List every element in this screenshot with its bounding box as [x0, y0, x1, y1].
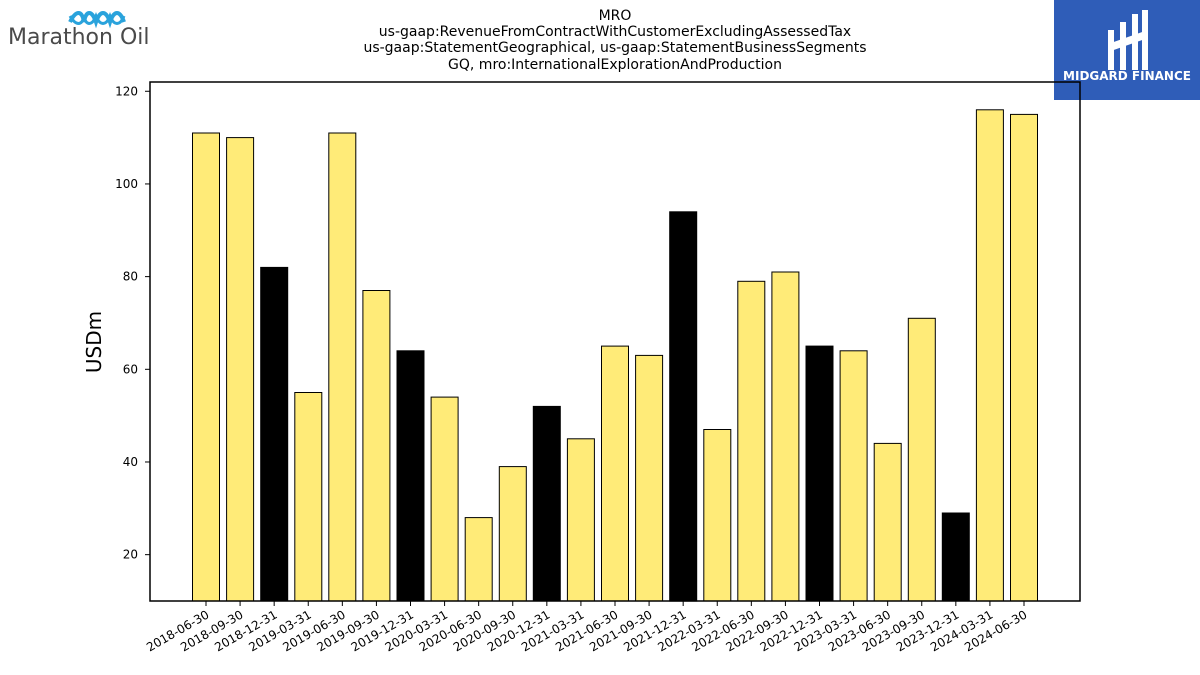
bar-2022-03-31 — [703, 429, 732, 602]
y-tick-label: 60 — [123, 362, 138, 376]
bar-2018-09-30 — [226, 137, 255, 602]
bars — [192, 109, 1038, 602]
bar-2022-06-30 — [737, 280, 766, 602]
bar-2019-06-30 — [328, 132, 357, 602]
y-tick-label: 100 — [115, 177, 138, 191]
y-tick-label: 80 — [123, 270, 138, 284]
bar-2020-06-30 — [464, 517, 493, 602]
bar-2018-06-30 — [192, 132, 220, 602]
bar-2019-09-30 — [362, 290, 391, 602]
bar-2022-09-30 — [771, 271, 800, 602]
y-axis-label: USDm — [82, 311, 106, 373]
bar-2020-12-31 — [532, 405, 561, 602]
bar-2020-09-30 — [498, 466, 527, 602]
wave-logo-icon — [68, 11, 126, 29]
bar-2020-03-31 — [430, 396, 459, 602]
plot-frame — [149, 81, 1081, 602]
bar-2023-06-30 — [873, 442, 902, 602]
midgard-finance-logo: MIDGARD FINANCE — [1054, 0, 1200, 100]
chart-title: MRO us-gaap:RevenueFromContractWithCusto… — [363, 8, 866, 73]
bar-2018-12-31 — [260, 266, 289, 602]
bar-2021-12-31 — [669, 211, 698, 602]
bar-2019-03-31 — [294, 392, 323, 602]
marathon-oil-logo: Marathon Oil — [8, 11, 150, 50]
bar-2022-12-31 — [805, 345, 834, 602]
bar-2021-03-31 — [566, 438, 595, 602]
bar-2024-06-30 — [1010, 113, 1038, 602]
y-tick-label: 20 — [123, 548, 138, 562]
chart-title-line-3: us-gaap:StatementGeographical, us-gaap:S… — [363, 40, 866, 56]
bar-2023-09-30 — [907, 317, 936, 602]
bar-2024-03-31 — [975, 109, 1004, 602]
bar-2023-03-31 — [839, 350, 868, 602]
marathon-oil-logo-text: Marathon Oil — [8, 25, 150, 50]
x-axis-ticks: 2018-06-302018-09-302018-12-312019-03-31… — [144, 601, 1030, 654]
y-tick-label: 40 — [123, 455, 138, 469]
midgard-finance-logo-text: MIDGARD FINANCE — [1063, 69, 1191, 83]
midgard-logo-icon — [1108, 10, 1148, 70]
bar-2019-12-31 — [396, 350, 425, 602]
chart-title-line-1: MRO — [599, 8, 632, 24]
bar-2023-12-31 — [941, 512, 970, 602]
logo-background — [1054, 0, 1200, 100]
chart-title-line-2: us-gaap:RevenueFromContractWithCustomerE… — [379, 24, 851, 40]
bar-2021-06-30 — [601, 345, 629, 602]
chart-title-line-4: GQ, mro:InternationalExplorationAndProdu… — [448, 57, 782, 73]
y-axis-ticks: 20 40 60 80 100 120 — [115, 84, 150, 562]
y-tick-label: 120 — [115, 84, 138, 98]
bar-2021-09-30 — [635, 354, 664, 602]
